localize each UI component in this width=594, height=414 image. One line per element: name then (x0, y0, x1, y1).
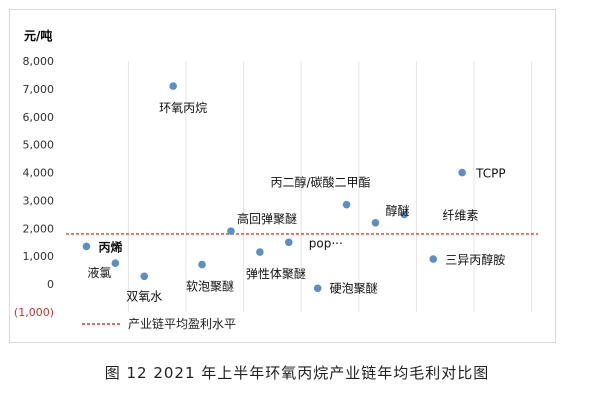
data-point (400, 210, 409, 219)
data-point-label: 高回弹聚醚 (237, 211, 297, 226)
y-tick-label: 7,000 (23, 83, 55, 96)
y-axis-title: 元/吨 (24, 28, 52, 43)
data-point-label: 弹性体聚醚 (246, 267, 306, 281)
data-point (256, 248, 264, 256)
y-axis-tick-labels: (1,000) 0 1,000 2,000 3,000 4,000 5,000 6,000 7,… (14, 55, 54, 319)
data-point-label: 软泡聚醚 (186, 280, 234, 294)
y-tick-label: 1,000 (23, 250, 55, 263)
data-point (227, 227, 235, 235)
data-point (342, 200, 351, 209)
data-point-label: 丙烯 (98, 239, 122, 254)
chart-frame: (1,000) 0 1,000 2,000 3,000 4,000 5,000 6,000 7,… (9, 9, 556, 343)
data-point (313, 284, 322, 293)
data-point (429, 255, 438, 263)
data-points (82, 82, 466, 293)
data-point (284, 238, 293, 247)
data-point (198, 260, 206, 269)
data-point (371, 218, 380, 227)
data-point (82, 242, 91, 251)
data-point (111, 259, 120, 267)
data-point (140, 272, 149, 281)
data-point-label: TCPP (475, 167, 505, 181)
data-point-label: 双氧水 (126, 289, 162, 303)
data-point-label: 液氯 (87, 265, 111, 280)
data-point-label: pop··· (309, 236, 343, 250)
y-tick-label: 2,000 (23, 222, 55, 235)
y-tick-label: (1,000) (14, 306, 54, 319)
figure-caption: 图 12 2021 年上半年环氧丙烷产业链年均毛利对比图 (104, 364, 490, 382)
data-point (169, 82, 177, 90)
data-point (458, 168, 466, 177)
data-point-label: 丙二醇/碳酸二甲酯 (271, 175, 371, 190)
legend: 产业链平均盈利水平 (82, 316, 236, 331)
data-point-label: 纤维素 (442, 208, 478, 222)
y-tick-label: 0 (47, 278, 54, 291)
data-point-label: 环氧丙烷 (159, 101, 207, 115)
data-point-label: 醇醚 (385, 203, 409, 218)
vertical-gridlines (127, 61, 533, 312)
legend-entry: 产业链平均盈利水平 (128, 316, 236, 331)
data-point-label: 硬泡聚醚 (330, 281, 378, 295)
y-tick-label: 4,000 (23, 167, 55, 180)
y-tick-label: 3,000 (23, 194, 55, 207)
scatter-plot: (1,000) 0 1,000 2,000 3,000 4,000 5,000 6,000 7,… (14, 28, 538, 331)
y-tick-label: 5,000 (23, 139, 55, 152)
y-tick-label: 8,000 (23, 55, 55, 68)
data-point-label: 三异丙醇胺 (445, 252, 505, 267)
y-tick-label: 6,000 (23, 111, 55, 124)
